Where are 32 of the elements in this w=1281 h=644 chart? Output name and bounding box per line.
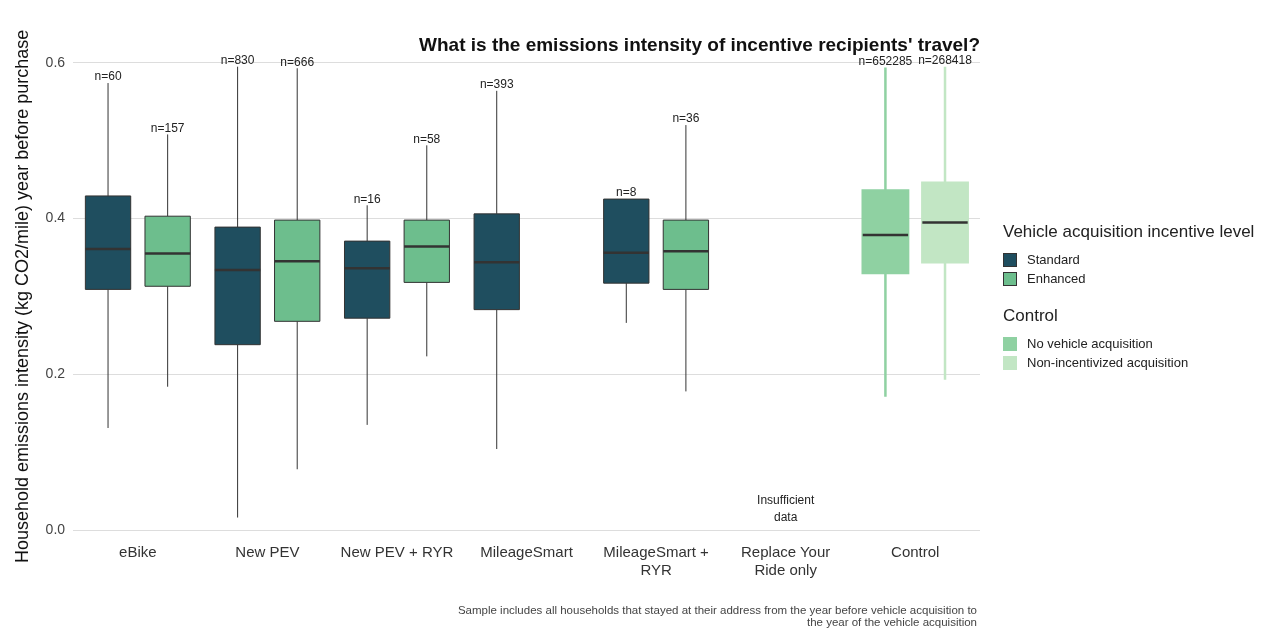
x-tick-label: Replace Your Ride only	[741, 543, 831, 579]
y-tick-label: 0.6	[45, 53, 66, 70]
annotation: n=16	[353, 191, 382, 206]
legend-label: Non-incentivized acquisition	[1027, 355, 1189, 370]
annotation: n=652285	[858, 53, 913, 68]
x-tick-label: Control	[891, 543, 940, 561]
annotation: n=60	[94, 69, 122, 84]
x-tick-label: New PEV + RYR	[340, 543, 454, 561]
text: Control	[1003, 306, 1059, 326]
y-tick-label: 0.0	[45, 520, 66, 537]
x-tick-label: eBike	[119, 543, 157, 561]
y-tick-label: 0.2	[45, 365, 66, 382]
text: Sample includes all households that stayed at their address from the year before vehicle acquisition to the year of the vehicle acquisition	[457, 604, 977, 628]
x-tick-label: MileageSmart	[480, 543, 574, 561]
legend-title: Vehicle acquisition incentive level	[1003, 222, 1255, 242]
annotation: Insufficient data	[757, 493, 815, 525]
annotation: n=393	[479, 77, 514, 92]
y-tick-label: 0.4	[45, 209, 66, 226]
annotation: n=36	[672, 111, 700, 126]
annotation: n=8	[616, 185, 637, 200]
annotation: n=157	[150, 120, 185, 135]
annotation: n=58	[413, 131, 441, 146]
annotation: n=666	[280, 54, 315, 69]
y-axis-title: Household emissions intensity (kg CO2/mile) year before purchase	[11, 29, 32, 564]
x-tick-label: New PEV	[235, 543, 300, 561]
legend-label: No vehicle acquisition	[1027, 336, 1153, 351]
annotation: n=268418	[918, 53, 973, 68]
annotation: n=830	[220, 53, 255, 68]
legend-label: Enhanced	[1027, 271, 1086, 286]
chart-title: What is the emissions intensity of incentive recipients' travel?	[419, 33, 980, 55]
legend-label: Standard	[1027, 252, 1080, 267]
x-tick-label: MileageSmart + RYR	[603, 543, 710, 579]
